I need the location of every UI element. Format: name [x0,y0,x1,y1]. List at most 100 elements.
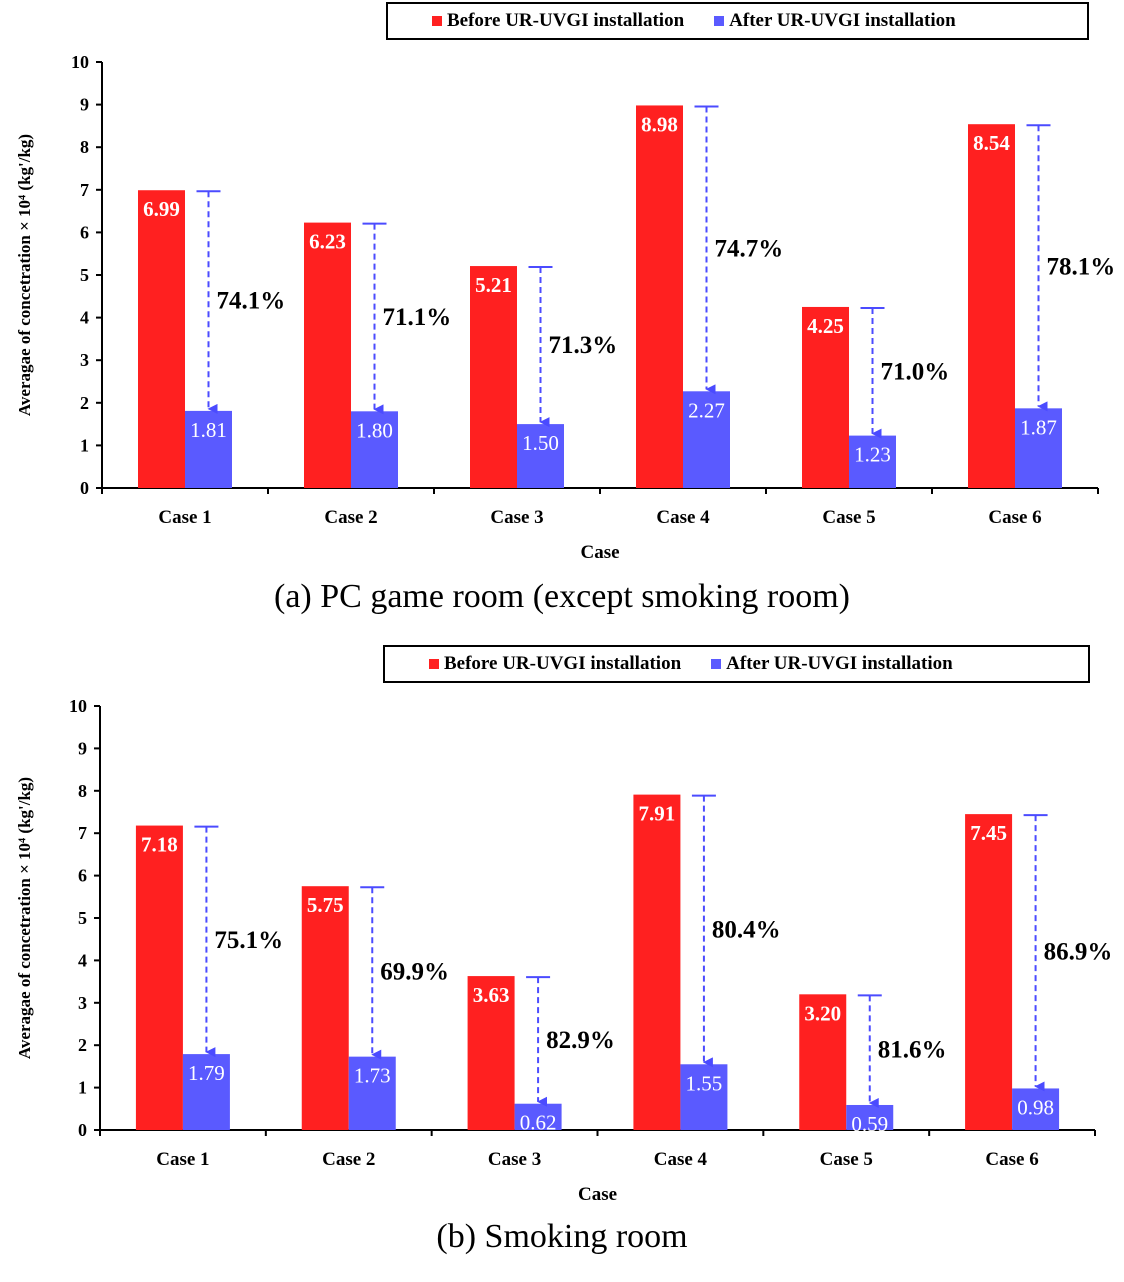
reduction-label: 69.9% [380,958,449,985]
data-label-before: 6.99 [143,197,180,221]
reduction-label: 81.6% [878,1037,947,1064]
y-tick-label: 2 [78,1035,87,1055]
y-tick-label: 8 [78,781,87,801]
legend-swatch-after [711,659,722,669]
data-label-before: 6.23 [309,230,346,254]
reduction-label: 80.4% [712,916,781,943]
bar-before [470,266,517,488]
data-label-before: 3.63 [473,983,510,1007]
y-tick-label: 3 [80,350,89,370]
x-tick-label: Case 5 [822,507,875,528]
chart-panel-b: Before UR-UVGI installation After UR-UVG… [0,642,1124,1282]
bar-chart-a: 0 1 2 3 4 5 6 7 8 9 10 6.99 1.81 74.1% Case 1 6.23 1.80 7… [15,52,1116,563]
bar-chart-b: 0 1 2 3 4 5 6 7 8 9 10 7.18 1.79 75.1% Case 1 5.75 1.73 6… [15,696,1113,1205]
y-tick-label: 9 [78,738,87,758]
chart-panel-a: Before UR-UVGI installation After UR-UVG… [0,0,1124,640]
bar-after [846,1104,894,1130]
data-label-after: 1.50 [522,431,559,455]
bar-before [636,105,683,489]
y-tick-label: 5 [78,908,87,928]
bar-after [1012,1088,1060,1130]
y-tick-label: 0 [78,1120,87,1140]
legend-label-before: Before UR-UVGI installation [447,10,685,31]
y-tick-label: 5 [80,265,89,285]
legend-label-after: After UR-UVGI installation [726,653,953,674]
data-label-after: 1.79 [188,1061,225,1085]
legend-swatch-after [714,16,725,26]
bar-after [514,1103,562,1130]
x-tick-label: Case 4 [656,507,710,528]
y-tick-label: 10 [69,696,87,716]
data-label-after: 1.80 [356,418,393,442]
bar-before [467,976,515,1130]
reduction-label: 71.0% [881,358,950,385]
x-tick-label: Case 4 [654,1149,708,1170]
reduction-label: 75.1% [214,927,283,954]
data-label-before: 4.25 [807,314,844,338]
y-tick-label: 6 [80,222,89,242]
bar-before [968,124,1015,489]
bar-after [182,1054,230,1130]
legend-swatch-before [429,659,439,669]
legend-item-before: Before UR-UVGI installation [432,10,684,32]
bar-after [351,411,398,488]
data-label-before: 5.75 [307,893,344,917]
x-tick-label: Case 6 [988,507,1041,528]
bar-after [849,435,896,488]
bar-before [304,222,351,489]
reduction-label: 86.9% [1044,938,1113,965]
legend-label-before: Before UR-UVGI installation [444,653,682,674]
data-label-after: 1.73 [354,1064,391,1088]
y-tick-label: 6 [78,866,87,886]
data-label-before: 7.91 [639,802,676,826]
data-label-before: 7.45 [970,821,1007,845]
y-axis-title: Averagae of concetration × 10⁴ (kg'/kg) [15,777,34,1059]
bar-after [680,1064,728,1130]
bar-before [138,190,185,488]
bar-after [185,410,232,488]
y-tick-label: 1 [78,1078,87,1098]
y-tick-label: 9 [80,95,89,115]
bar-before [301,886,349,1130]
x-tick-label: Case 6 [985,1149,1038,1170]
y-axis-title: Averagae of concetration × 10⁴ (kg'/kg) [15,134,34,416]
data-label-after: 1.23 [854,443,891,467]
data-label-before: 8.98 [641,112,678,136]
x-tick-label: Case 2 [324,507,377,528]
x-tick-label: Case 3 [488,1149,541,1170]
legend-item-before: Before UR-UVGI installation [429,653,681,675]
y-tick-label: 2 [80,393,89,413]
legend: Before UR-UVGI installation After UR-UVG… [386,2,1089,40]
data-label-before: 7.18 [141,833,178,857]
chart-caption: (a) PC game room (except smoking room) [274,578,850,615]
x-tick-label: Case 3 [490,507,543,528]
data-label-after: 0.59 [851,1112,888,1136]
data-label-before: 3.20 [804,1001,841,1025]
bar-before [633,794,681,1130]
y-tick-label: 3 [78,993,87,1013]
reduction-label: 74.1% [217,288,286,315]
bar-after [1015,408,1062,488]
x-tick-label: Case 5 [820,1149,873,1170]
data-label-after: 2.27 [688,398,725,422]
y-tick-label: 7 [80,180,89,200]
legend-swatch-before [432,16,442,26]
chart-caption: (b) Smoking room [436,1218,688,1255]
legend-item-after: After UR-UVGI installation [711,653,953,675]
x-tick-label: Case 2 [322,1149,375,1170]
bar-before [965,814,1013,1130]
legend-item-after: After UR-UVGI installation [714,10,956,32]
data-label-after: 1.87 [1020,415,1057,439]
reduction-label: 71.1% [383,304,452,331]
reduction-label: 71.3% [549,332,618,359]
reduction-label: 78.1% [1047,253,1116,280]
bar-after [683,391,730,488]
x-tick-label: Case 1 [156,1149,209,1170]
bar-before [135,825,183,1130]
bar-before [802,306,849,488]
data-label-after: 1.81 [190,418,227,442]
y-tick-label: 10 [71,52,89,72]
y-tick-label: 1 [80,435,89,455]
bar-before [799,994,847,1130]
x-axis-title: Case [580,542,619,563]
